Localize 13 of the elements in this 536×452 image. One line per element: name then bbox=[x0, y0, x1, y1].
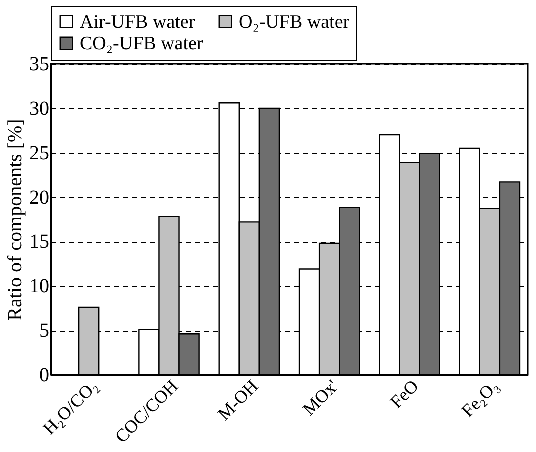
y-tick-label: 15 bbox=[30, 231, 50, 254]
legend-label: O₂-UFB water bbox=[239, 12, 350, 33]
y-tick-label: 30 bbox=[30, 98, 50, 120]
y-tick-label: 25 bbox=[30, 142, 50, 164]
legend-label: CO₂-UFB water bbox=[80, 34, 204, 54]
legend-label: Air-UFB water bbox=[80, 12, 196, 33]
y-tick-label: 10 bbox=[30, 276, 50, 298]
x-tick-label: FeO bbox=[386, 376, 422, 412]
y-axis-title: Ratio of components [%] bbox=[4, 119, 26, 321]
y-tick-label: 35 bbox=[30, 54, 50, 76]
y-tick-label: 5 bbox=[40, 320, 50, 342]
y-tick-label: 0 bbox=[40, 364, 50, 386]
y-tick-label: 20 bbox=[30, 186, 50, 209]
